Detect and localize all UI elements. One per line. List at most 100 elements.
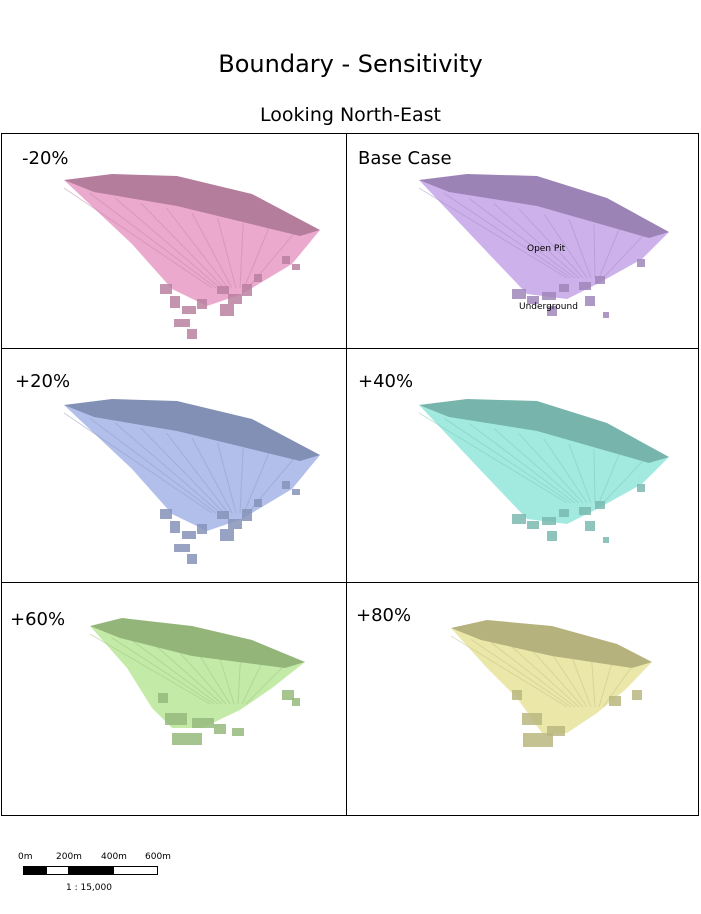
underground-block bbox=[527, 296, 539, 304]
pit-shell-plus-20 bbox=[63, 399, 320, 564]
underground-block bbox=[214, 724, 226, 734]
scale-segment bbox=[46, 866, 69, 875]
pit-wall-hatch bbox=[470, 638, 572, 708]
underground-block bbox=[527, 521, 539, 529]
underground-block bbox=[637, 259, 645, 267]
underground-block bbox=[158, 693, 168, 703]
pit-wall bbox=[90, 626, 305, 728]
pit-wall-hatch bbox=[191, 437, 233, 514]
pit-wall-hatch bbox=[593, 224, 596, 279]
underground-block bbox=[595, 276, 605, 284]
pit-wall-hatch bbox=[593, 449, 596, 504]
underground-block bbox=[579, 507, 591, 515]
pit-wall-hatch bbox=[239, 447, 244, 514]
pit-wall-hatch bbox=[450, 635, 568, 708]
underground-block bbox=[187, 554, 197, 564]
underground-block bbox=[242, 509, 252, 521]
grid-divider-horizontal-1 bbox=[2, 348, 698, 349]
pit-wall-hatch bbox=[602, 459, 645, 504]
pit-wall-hatch bbox=[89, 633, 211, 705]
underground-block bbox=[547, 531, 557, 541]
pit-rim-surface bbox=[64, 174, 320, 236]
pit-wall-hatch bbox=[217, 442, 237, 514]
pit-wall-hatch bbox=[591, 659, 596, 708]
panel-label: Base Case bbox=[358, 148, 452, 169]
page-title: Boundary - Sensitivity bbox=[218, 50, 483, 78]
scale-tick: 400m bbox=[101, 852, 127, 862]
pit-wall-hatch bbox=[568, 444, 592, 504]
pit-wall-hatch bbox=[175, 648, 227, 705]
pit-wall-hatch bbox=[114, 422, 221, 514]
pit-wall-hatch bbox=[217, 217, 237, 289]
pit-shell-plus-80 bbox=[450, 620, 652, 747]
pit-shell-plus-40 bbox=[418, 399, 669, 543]
pit-wall-hatch bbox=[111, 637, 215, 705]
underground-block bbox=[637, 484, 645, 492]
panel-label: +20% bbox=[15, 371, 71, 392]
pit-wall-hatch bbox=[166, 207, 229, 289]
underground-block bbox=[559, 284, 569, 292]
pit-wall-hatch bbox=[568, 219, 592, 279]
underground-block bbox=[217, 511, 229, 519]
pit-wall bbox=[419, 405, 669, 524]
pit-wall-hatch bbox=[543, 213, 588, 279]
pit-wall-hatch bbox=[598, 663, 613, 708]
underground-block bbox=[585, 296, 595, 306]
underground-block bbox=[197, 524, 207, 534]
pit-wall-hatch bbox=[140, 202, 225, 289]
panel-minus-20: -20% bbox=[2, 134, 346, 348]
pit-rim-surface bbox=[64, 399, 320, 461]
underground-block bbox=[254, 499, 262, 507]
pit-wall-hatch bbox=[598, 229, 620, 279]
panel-base-case: Base Case Open Pit Underground bbox=[347, 134, 699, 348]
underground-block bbox=[632, 690, 642, 700]
underground-block bbox=[522, 713, 542, 725]
pit-wall-hatch bbox=[237, 659, 241, 705]
panel-label: -20% bbox=[22, 148, 69, 169]
pit-wall-hatch bbox=[89, 192, 217, 289]
pit-wall-hatch bbox=[418, 187, 568, 279]
underground-block bbox=[292, 698, 300, 706]
pit-wall-hatch bbox=[418, 412, 568, 504]
underground-block bbox=[217, 286, 229, 294]
panel-plus-40: +40% bbox=[347, 349, 699, 582]
pit-wall-hatch bbox=[243, 452, 270, 514]
pit-rim-surface bbox=[419, 174, 669, 238]
pit-wall-hatch bbox=[468, 423, 576, 504]
pit-wall-hatch bbox=[245, 666, 284, 705]
underground-block bbox=[160, 284, 172, 294]
page-subtitle: Looking North-East bbox=[260, 104, 441, 126]
panel-label: +60% bbox=[10, 609, 66, 630]
pit-rim-surface bbox=[419, 399, 669, 463]
pit-shell-base-case bbox=[418, 174, 669, 318]
pit-wall-hatch bbox=[140, 427, 225, 514]
pit-wall-hatch bbox=[166, 432, 229, 514]
pit-wall-hatch bbox=[518, 433, 584, 504]
pit-wall-hatch bbox=[154, 644, 223, 705]
underground-block bbox=[282, 690, 294, 700]
underground-block bbox=[609, 696, 621, 706]
underground-block bbox=[542, 292, 556, 300]
pit-wall-hatch bbox=[518, 208, 584, 279]
pit-shell-minus-20 bbox=[63, 174, 320, 339]
pit-wall-hatch bbox=[531, 649, 584, 708]
pit-wall-hatch bbox=[443, 192, 572, 279]
scale-segment bbox=[23, 866, 46, 875]
panel-plus-80: +80% bbox=[347, 583, 699, 815]
underground-block bbox=[182, 531, 196, 539]
underground-block bbox=[172, 733, 202, 745]
underground-block bbox=[170, 296, 180, 308]
underground-block bbox=[585, 521, 595, 531]
underground-block bbox=[579, 282, 591, 290]
underground-block bbox=[512, 289, 526, 299]
pit-shell-plus-60 bbox=[89, 618, 305, 745]
pit-wall-hatch bbox=[493, 203, 580, 279]
pit-wall-hatch bbox=[63, 187, 213, 289]
underground-block bbox=[282, 256, 290, 264]
pit-wall-hatch bbox=[243, 227, 270, 289]
panel-plus-60: +60% bbox=[2, 583, 346, 815]
pit-wall-hatch bbox=[543, 438, 588, 504]
scale-tick: 200m bbox=[56, 852, 82, 862]
scale-tick: 600m bbox=[145, 852, 171, 862]
underground-block bbox=[174, 544, 190, 552]
